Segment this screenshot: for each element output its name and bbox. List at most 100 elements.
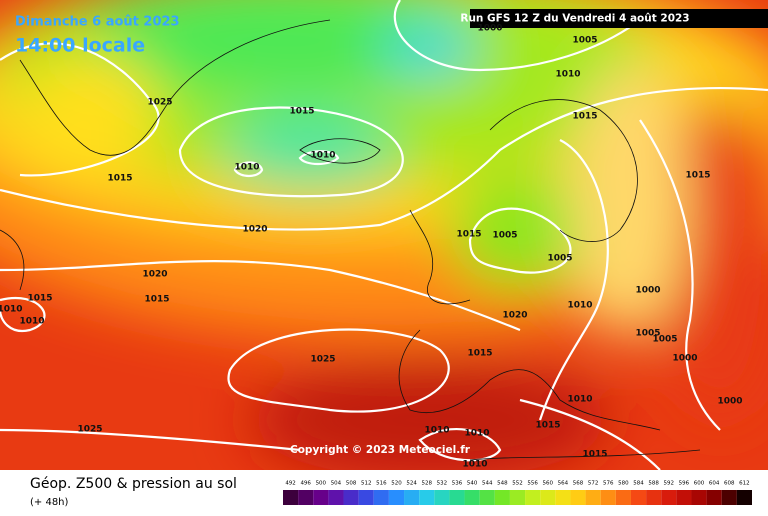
isobar-label: 1025 bbox=[77, 425, 102, 435]
scale-swatch bbox=[736, 490, 752, 505]
isobar-label: 1010 bbox=[234, 163, 259, 173]
isobar-label: 1010 bbox=[567, 395, 592, 405]
isobar-label: 1010 bbox=[464, 429, 489, 439]
scale-swatch bbox=[464, 490, 480, 505]
scale-label: 584 bbox=[633, 481, 644, 487]
isobar-label: 1015 bbox=[27, 294, 52, 304]
scale-label: 576 bbox=[603, 481, 614, 487]
scale-swatch bbox=[509, 490, 526, 505]
geopotential-field bbox=[0, 0, 768, 480]
scale-swatch bbox=[449, 490, 465, 505]
isobar-label: 1015 bbox=[685, 171, 710, 181]
scale-swatch bbox=[419, 490, 435, 505]
scale-label: 508 bbox=[346, 481, 357, 487]
scale-label: 544 bbox=[482, 481, 493, 487]
isobar-labels: 1000 1005 1010 1025 1015 1015 1010 1010 1015 1015… bbox=[0, 24, 743, 470]
isobar-label: 1005 bbox=[547, 254, 572, 264]
isobar-label: 1015 bbox=[535, 421, 560, 431]
run-banner bbox=[470, 9, 768, 28]
isobar-lines bbox=[0, 0, 768, 462]
isobar-label: 1010 bbox=[567, 301, 592, 311]
scale-label: 540 bbox=[467, 481, 478, 487]
scale-swatch bbox=[298, 490, 314, 505]
scale-swatch bbox=[434, 490, 450, 505]
isobar-label: 1010 bbox=[310, 151, 335, 161]
isobar-label: 1000 bbox=[477, 24, 502, 34]
scale-label: 492 bbox=[285, 481, 296, 487]
scale-label: 496 bbox=[300, 481, 311, 487]
isobar-label: 1015 bbox=[456, 230, 481, 240]
scale-label: 564 bbox=[558, 481, 569, 487]
scale-swatch bbox=[676, 490, 692, 505]
scale-label: 516 bbox=[376, 481, 387, 487]
scale-swatch bbox=[570, 490, 586, 505]
isobar-label: 1015 bbox=[107, 174, 132, 184]
isobar-label: 1010 bbox=[19, 317, 44, 327]
scale-label: 600 bbox=[694, 481, 705, 487]
isobar-label: 1025 bbox=[310, 355, 335, 365]
scale-label: 556 bbox=[527, 481, 538, 487]
scale-swatch bbox=[388, 490, 405, 505]
scale-swatch bbox=[706, 490, 722, 505]
footer-lead: (+ 48h) bbox=[30, 497, 69, 508]
scale-swatch bbox=[328, 490, 344, 505]
scale-swatch bbox=[283, 490, 299, 505]
isobar-label: 1020 bbox=[242, 225, 267, 235]
scale-label: 524 bbox=[406, 481, 417, 487]
scale-label: 588 bbox=[648, 481, 659, 487]
isobar-label: 1015 bbox=[289, 107, 314, 117]
scale-swatch bbox=[646, 490, 662, 505]
valid-time: 14:00 locale bbox=[15, 35, 145, 57]
isobar-label: 1015 bbox=[467, 349, 492, 359]
isobar-label: 1020 bbox=[502, 311, 527, 321]
scale-swatch bbox=[555, 490, 571, 505]
scale-swatch bbox=[313, 490, 329, 505]
scale-label: 536 bbox=[452, 481, 463, 487]
scale-label: 548 bbox=[497, 481, 508, 487]
valid-date: Dimanche 6 août 2023 bbox=[15, 15, 180, 30]
scale-label: 500 bbox=[316, 481, 327, 487]
isobar-label: 1005 bbox=[635, 329, 660, 339]
isobar-label: 1005 bbox=[652, 335, 677, 345]
isobar-label: 1020 bbox=[142, 270, 167, 280]
scale-swatch bbox=[600, 490, 616, 505]
scale-label: 532 bbox=[437, 481, 448, 487]
isobar-label: 1025 bbox=[147, 98, 172, 108]
scale-swatch bbox=[343, 490, 359, 505]
isobar-label: 1015 bbox=[572, 112, 597, 122]
isobar-label: 1010 bbox=[0, 305, 23, 315]
scale-label: 608 bbox=[724, 481, 735, 487]
scale-swatch bbox=[691, 490, 707, 505]
scale-label: 552 bbox=[512, 481, 523, 487]
scale-label: 596 bbox=[679, 481, 690, 487]
isobar-label: 1005 bbox=[492, 231, 517, 241]
scale-swatch bbox=[585, 490, 601, 505]
scale-swatch bbox=[721, 490, 737, 505]
scale-swatch bbox=[630, 490, 647, 505]
isobar-label: 1000 bbox=[672, 354, 697, 364]
scale-swatch bbox=[615, 490, 631, 505]
scale-swatch bbox=[540, 490, 556, 505]
scale-label: 512 bbox=[361, 481, 372, 487]
isobar-label: 1010 bbox=[462, 460, 487, 470]
isobar-label: 1015 bbox=[582, 450, 607, 460]
scale-label: 612 bbox=[739, 481, 750, 487]
run-label: Run GFS 12 Z du Vendredi 4 août 2023 bbox=[460, 13, 689, 25]
scale-swatch bbox=[525, 490, 541, 505]
isobar-label: 1000 bbox=[717, 397, 742, 407]
scale-label: 572 bbox=[588, 481, 599, 487]
scale-label: 504 bbox=[331, 481, 342, 487]
scale-swatch bbox=[404, 490, 420, 505]
isobar-label: 1010 bbox=[424, 426, 449, 436]
copyright: Copyright © 2023 Meteociel.fr bbox=[290, 444, 471, 456]
footer-title: Géop. Z500 & pression au sol bbox=[30, 476, 237, 492]
scale-label: 520 bbox=[391, 481, 402, 487]
scale-swatch bbox=[479, 490, 495, 505]
scale-swatch bbox=[661, 490, 677, 505]
color-scale: 492 496 500 504 508 512 516 520 524 528 532 536 540 5… bbox=[283, 481, 752, 505]
isobar-label: 1005 bbox=[572, 36, 597, 46]
scale-swatch bbox=[373, 490, 389, 505]
scale-label: 604 bbox=[709, 481, 720, 487]
